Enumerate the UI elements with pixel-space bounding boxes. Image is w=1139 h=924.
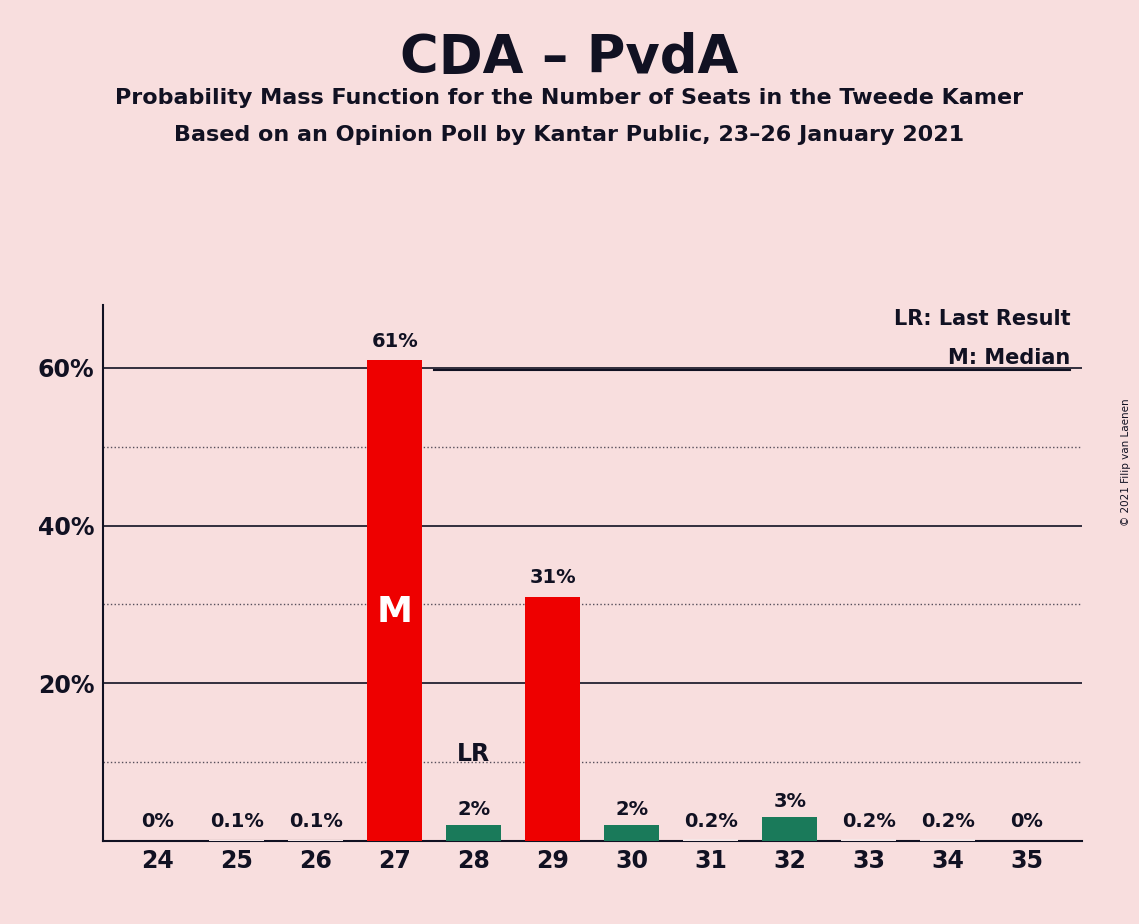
Bar	[525, 597, 581, 841]
Text: 0.1%: 0.1%	[289, 812, 343, 832]
Text: M: Median: M: Median	[948, 348, 1071, 369]
Text: 31%: 31%	[530, 568, 576, 587]
Bar	[762, 817, 818, 841]
Text: 0%: 0%	[141, 812, 174, 832]
Text: 0.2%: 0.2%	[683, 812, 738, 832]
Text: Based on an Opinion Poll by Kantar Public, 23–26 January 2021: Based on an Opinion Poll by Kantar Publi…	[174, 125, 965, 145]
Text: Probability Mass Function for the Number of Seats in the Tweede Kamer: Probability Mass Function for the Number…	[115, 88, 1024, 108]
Text: 2%: 2%	[615, 800, 648, 819]
Bar	[920, 839, 975, 841]
Bar	[367, 360, 423, 841]
Text: 0.2%: 0.2%	[920, 812, 975, 832]
Text: 0%: 0%	[1010, 812, 1043, 832]
Bar	[604, 825, 659, 841]
Text: LR: LR	[457, 742, 491, 766]
Text: 3%: 3%	[773, 792, 806, 811]
Text: 0.2%: 0.2%	[842, 812, 895, 832]
Bar	[446, 825, 501, 841]
Bar	[683, 839, 738, 841]
Text: 61%: 61%	[371, 332, 418, 350]
Text: LR: Last Result: LR: Last Result	[894, 309, 1071, 329]
Bar	[841, 839, 896, 841]
Text: 0.1%: 0.1%	[210, 812, 264, 832]
Text: 2%: 2%	[457, 800, 491, 819]
Text: CDA – PvdA: CDA – PvdA	[400, 32, 739, 84]
Text: M: M	[377, 595, 412, 629]
Text: © 2021 Filip van Laenen: © 2021 Filip van Laenen	[1121, 398, 1131, 526]
